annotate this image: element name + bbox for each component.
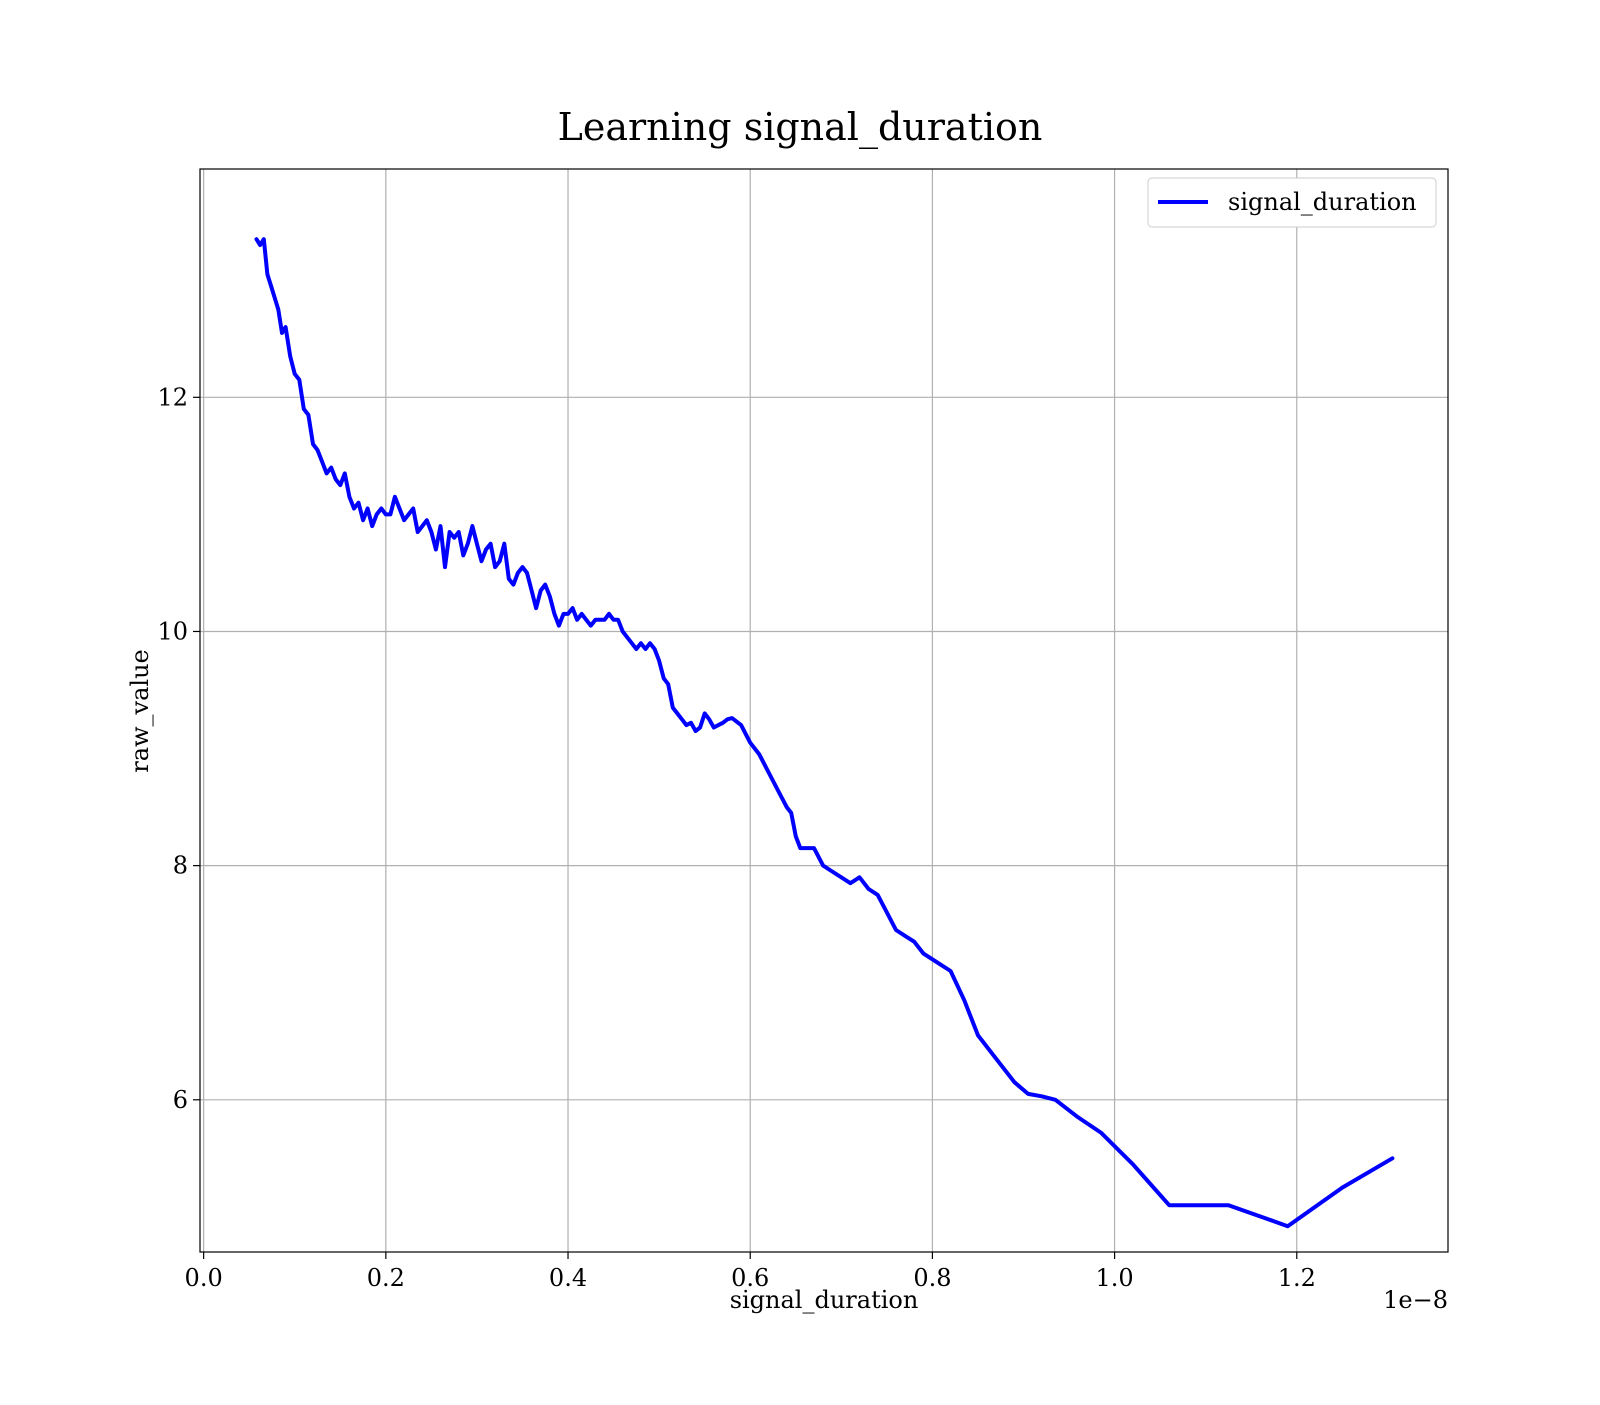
x-axis-label: signal_duration	[730, 1286, 919, 1314]
legend: signal_duration	[1147, 177, 1437, 228]
y-tick-label: 10	[157, 617, 188, 645]
y-axis-label: raw_value	[126, 649, 154, 773]
x-tick-label: 1.0	[1096, 1264, 1134, 1292]
y-tick-label: 6	[173, 1086, 188, 1114]
x-tick-label: 0.6	[731, 1264, 769, 1292]
y-tick-label: 12	[157, 383, 188, 411]
y-tick-label: 8	[173, 852, 188, 880]
chart-title: Learning signal_duration	[558, 105, 1043, 150]
series-line-signal_duration	[254, 237, 1395, 1229]
x-tick-label: 0.8	[913, 1264, 951, 1292]
x-tick-label: 1.2	[1278, 1264, 1316, 1292]
x-tick-label: 0.4	[549, 1264, 587, 1292]
x-tick-label: 0.2	[367, 1264, 405, 1292]
tick-layer: 0.0 0.2 0.4 0.6 0.8 1.0 1.2 6 8 10 12	[157, 383, 1315, 1292]
x-offset-label: 1e−8	[1383, 1286, 1448, 1314]
series-layer	[254, 237, 1395, 1229]
grid-layer	[200, 169, 1448, 1252]
legend-label: signal_duration	[1228, 188, 1417, 216]
x-tick-label: 0.0	[185, 1264, 223, 1292]
legend-box	[1147, 177, 1437, 228]
plot-frame	[199, 168, 1449, 1253]
